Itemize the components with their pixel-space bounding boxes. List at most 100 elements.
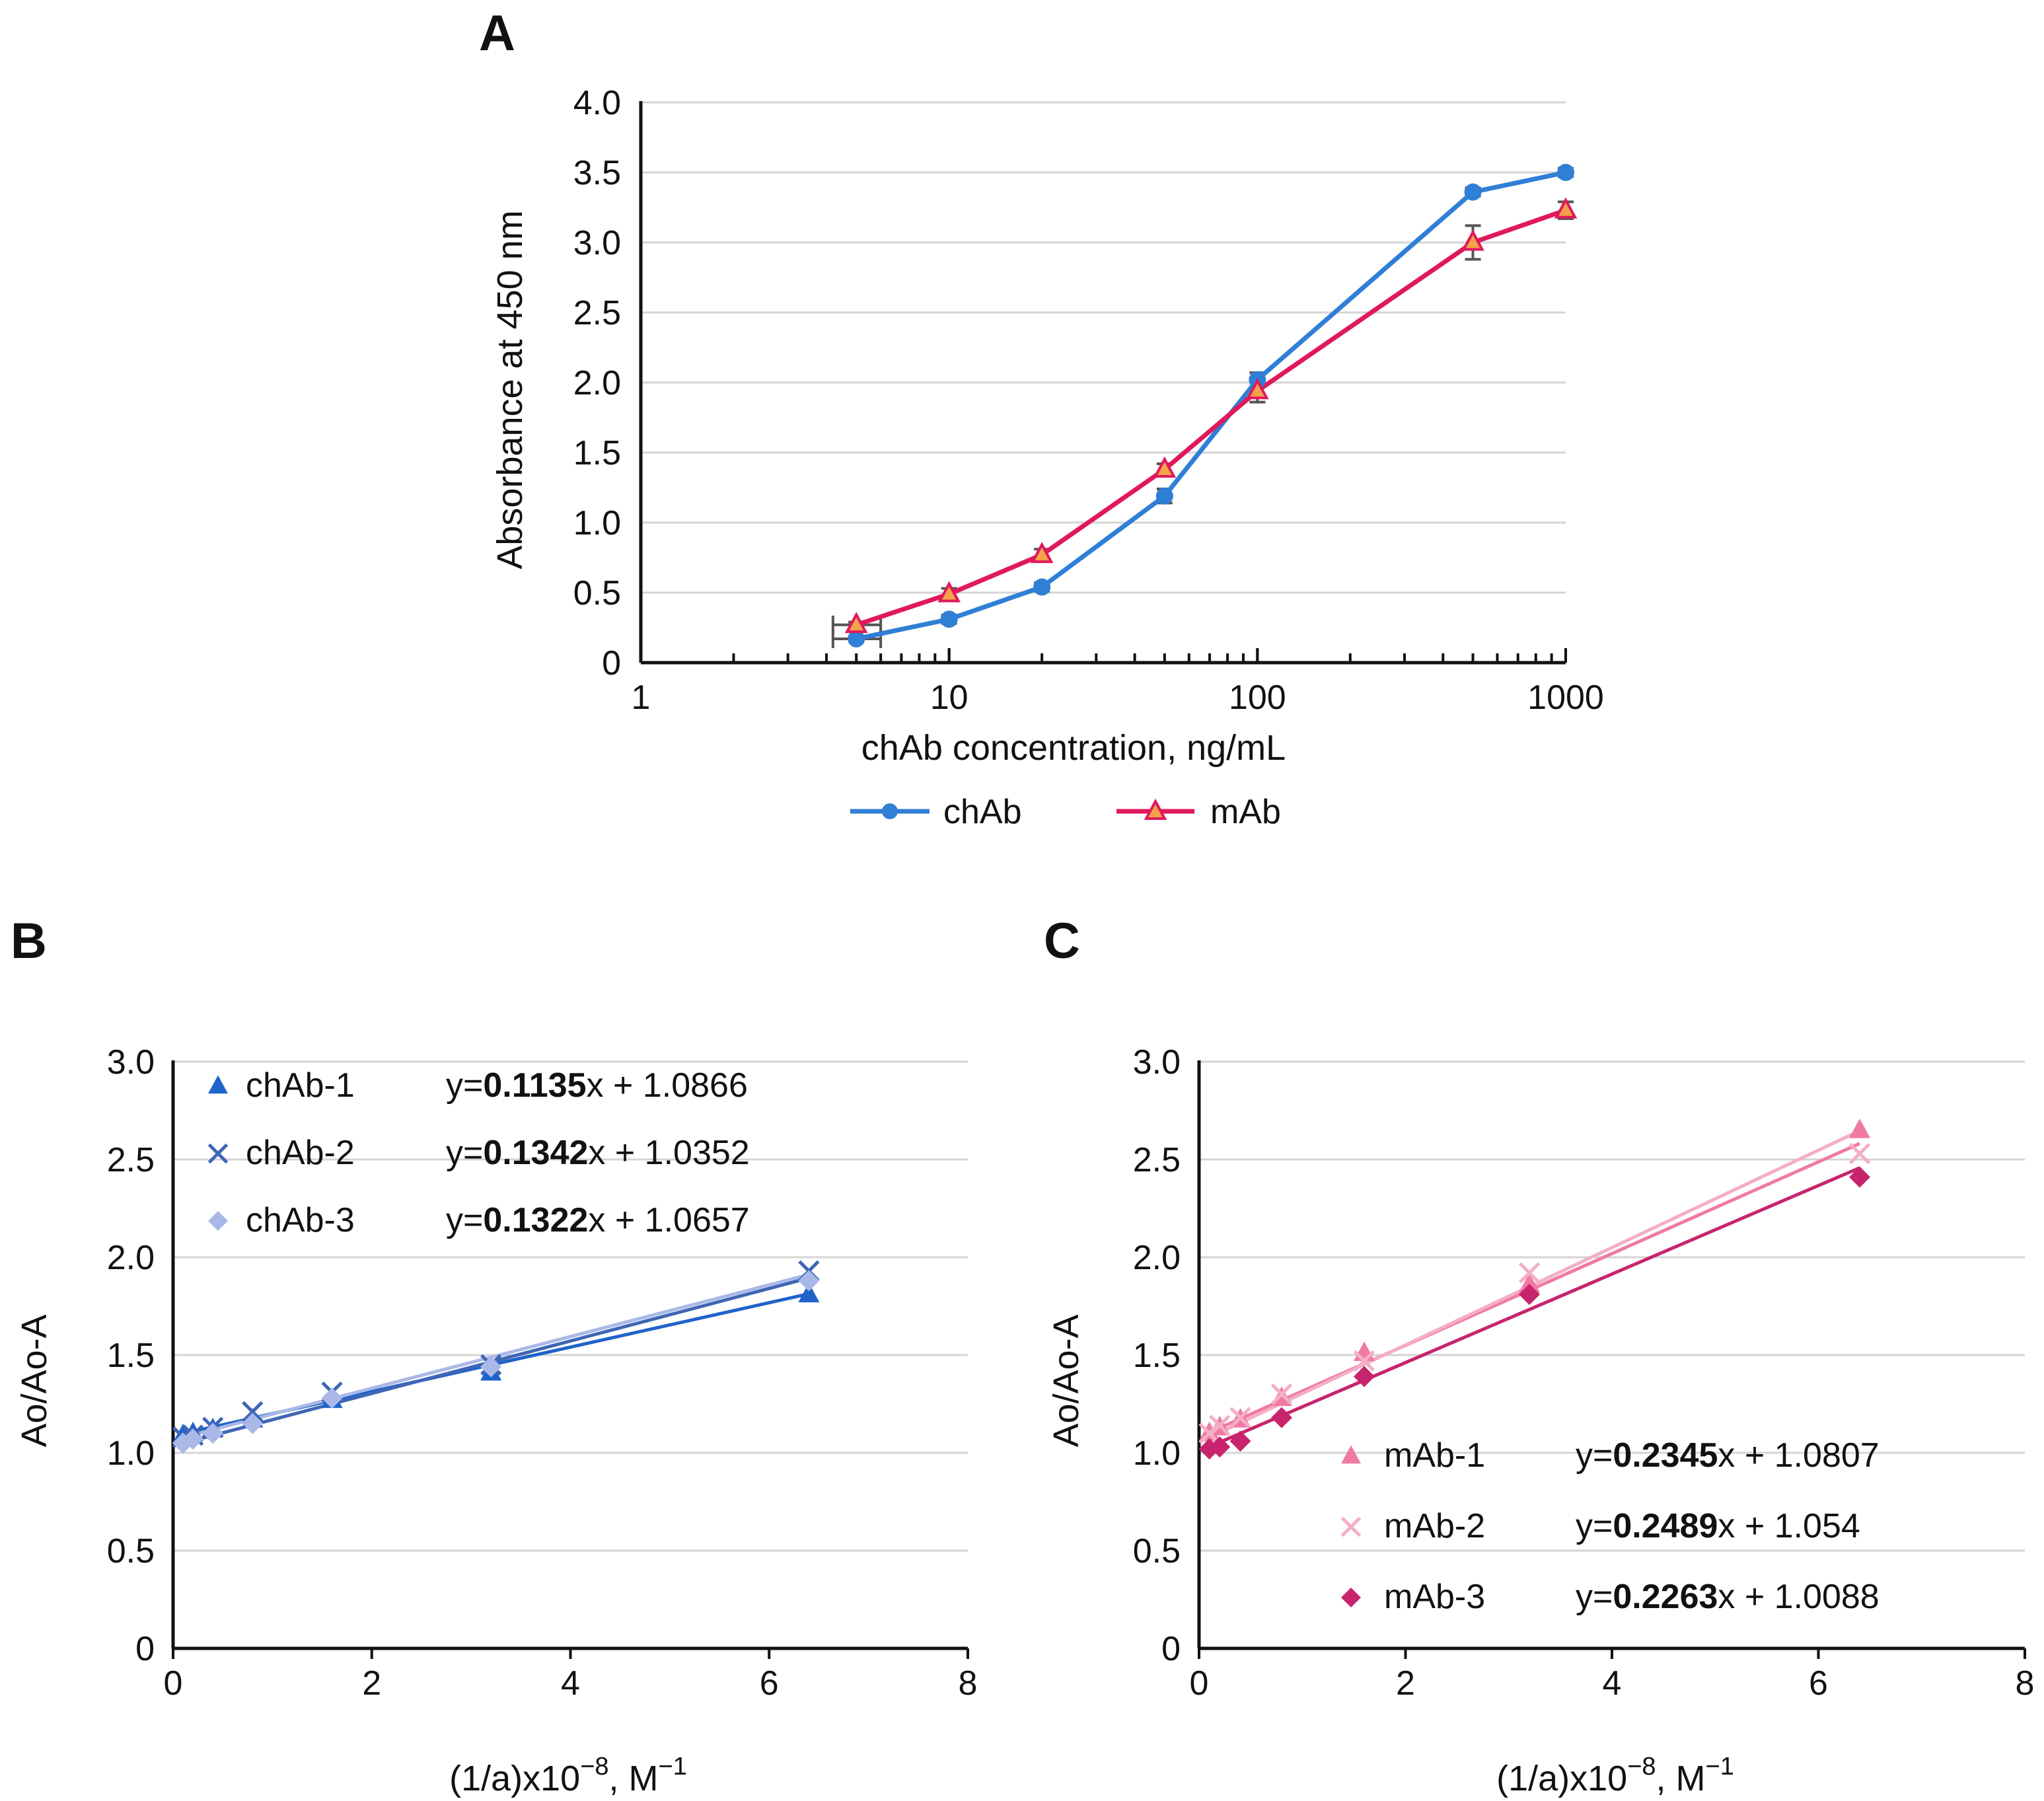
data-point-chab [940,610,958,628]
equation-prefix: y= [446,1201,483,1239]
data-point-chab-2 [242,1401,264,1423]
legend-label-mab: mAb [1210,793,1281,831]
legend-marker-chab [882,803,898,819]
panel-a-y-axis-title: Absorbance at 450 nm [490,210,530,569]
panel-b-y-tick-label: 0 [135,1630,155,1668]
panel-b-grid [173,1060,968,1552]
equation-slope: 0.1135 [483,1066,586,1105]
panel-a-y-tick-label: 3.0 [573,224,621,262]
series-line-mab [856,207,1567,628]
legend-equation-chab-2: y=0.1342x + 1.0352 [446,1134,750,1172]
panel-a-chart: A 0 0.5 1.0 1.5 2.0 2.5 3.0 3.5 4.0 1 10 100 1000 ch… [479,5,1604,831]
equation-prefix: y= [1576,1507,1613,1545]
panel-a-grid [641,101,1566,594]
data-point-chab [1464,183,1482,201]
panel-b-x-tick-label: 0 [164,1664,183,1703]
legend-label-mab-1: mAb-1 [1384,1436,1485,1475]
data-point-mab [1554,197,1578,219]
data-point-chab-3 [798,1270,820,1292]
panel-b-axes [171,1060,969,1659]
data-point-chab [848,630,865,647]
panel-a-legend: chAb mAb [850,793,1281,831]
panel-b-ticks: 0 0.5 1.0 1.5 2.0 2.5 3.0 0 2 4 6 8 [107,1043,978,1703]
panel-c-y-tick-label: 1.0 [1133,1434,1181,1473]
panel-a-x-tick-label: 10 [930,679,968,717]
panel-c-x-tick-label: 0 [1190,1664,1209,1703]
panel-c-axes [1197,1060,2026,1659]
panel-b-y-tick-label: 0.5 [107,1532,155,1570]
legend-marker-mab-2 [1340,1516,1362,1537]
legend-marker-mab [1144,798,1167,820]
panel-c-grid [1199,1060,2025,1552]
data-point-chab-3 [480,1356,502,1378]
panel-c-x-title-unit: , M [1656,1759,1706,1798]
data-point-mab-3 [1519,1284,1540,1305]
fit-line-chab-3 [177,1272,810,1441]
panel-a-x-axis-title: chAb concentration, ng/mL [861,728,1286,768]
data-point-chab-3 [321,1387,343,1409]
data-point-mab-2 [1270,1383,1293,1405]
panel-a-ticks: 0 0.5 1.0 1.5 2.0 2.5 3.0 3.5 4.0 1 10 100 1000 [573,84,1604,717]
data-point-mab [1153,456,1177,478]
panel-c-y-tick-label: 2.0 [1133,1239,1181,1277]
panel-c-letter: C [1044,913,1080,969]
panel-c-y-tick-label: 2.5 [1133,1141,1181,1179]
data-point-mab [1245,378,1269,400]
panel-c-ticks: 0 0.5 1.0 1.5 2.0 2.5 3.0 0 2 4 6 8 [1133,1043,2035,1703]
data-point-mab-2 [1518,1262,1541,1284]
panel-a-y-tick-label: 1.0 [573,504,621,542]
panel-b-y-tick-label: 2.0 [107,1239,155,1277]
equation-suffix: x + 1.0657 [588,1201,749,1239]
data-point-mab-3 [1209,1436,1231,1458]
equation-prefix: y= [1576,1436,1613,1475]
panel-c-x-title-exp: −8 [1627,1753,1656,1781]
panel-b-y-axis-title: Ao/Ao-A [15,1314,54,1447]
legend-label-chab-1: chAb-1 [246,1066,355,1105]
panel-b-y-tick-label: 1.0 [107,1434,155,1473]
data-point-mab-2 [1209,1415,1231,1436]
data-point-mab [844,612,868,634]
legend-marker-chab-1 [208,1075,228,1094]
data-point-mab [1461,229,1484,251]
panel-a-y-tick-label: 2.5 [573,294,621,332]
data-point-mab-2 [1229,1407,1251,1428]
data-point-chab-3 [242,1413,264,1434]
panel-c-x-title-main: (1/a)x10 [1496,1759,1627,1798]
equation-suffix: x + 1.0866 [587,1066,748,1105]
panel-b-x-tick-label: 8 [959,1664,978,1703]
panel-a-y-tick-label: 3.5 [573,154,621,192]
equation-slope: 0.2345 [1613,1436,1718,1475]
legend-marker-chab-3 [208,1211,228,1231]
panel-a-letter: A [479,5,515,61]
legend-equation-mab-2: y=0.2489x + 1.054 [1576,1507,1860,1545]
fit-line-mab-3 [1203,1166,1860,1451]
legend-label-chab: chAb [943,793,1022,831]
panel-a-y-tick-label: 4.0 [573,84,621,122]
panel-b-markers [172,1260,820,1454]
data-point-mab-1 [1849,1119,1870,1138]
data-point-chab-1 [798,1282,820,1303]
data-point-mab-1 [1519,1272,1540,1293]
panel-b-chart: B 0 0.5 1.0 1.5 2.0 2.5 3.0 0 2 4 6 8 Ao/Ao-A (1/a)… [11,913,977,1798]
panel-a-y-tick-label: 0 [602,644,621,682]
legend-equation-chab-3: y=0.1322x + 1.0657 [446,1201,750,1239]
panel-c-y-tick-label: 1.5 [1133,1337,1181,1375]
data-point-mab-2 [1198,1422,1220,1444]
panel-c-x-tick-label: 6 [1809,1664,1828,1703]
equation-slope: 0.1322 [483,1201,588,1239]
legend-equation-chab-1: y=0.1135x + 1.0866 [446,1066,748,1105]
data-point-mab-3 [1849,1166,1870,1188]
legend-marker-mab-1 [1341,1445,1361,1464]
panel-b-x-axis-title: (1/a)x10−8, M−1 [449,1753,687,1798]
panel-c-y-axis-title: Ao/Ao-A [1046,1314,1086,1447]
data-point-mab-3 [1229,1430,1251,1452]
data-point-chab [1155,487,1173,505]
legend-marker-chab-2 [207,1143,229,1164]
panel-b-y-tick-label: 1.5 [107,1337,155,1375]
panel-a-x-tick-label: 100 [1229,679,1286,717]
panel-c-x-axis-title: (1/a)x10−8, M−1 [1496,1753,1734,1798]
panel-a-y-tick-label: 0.5 [573,574,621,612]
